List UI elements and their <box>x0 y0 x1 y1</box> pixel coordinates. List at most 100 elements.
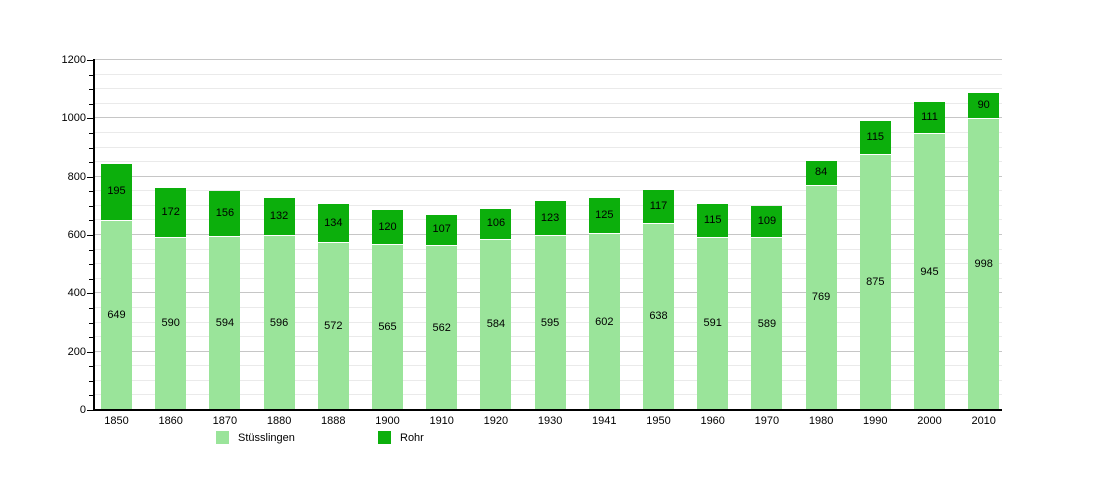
minor-gridline <box>95 88 1002 90</box>
y-axis-label: 1200 <box>61 54 86 66</box>
bar-value-label: 998 <box>974 257 993 270</box>
y-axis-tick <box>89 366 93 368</box>
y-axis-tick <box>89 205 93 207</box>
y-axis-label: 1000 <box>61 112 86 125</box>
y-axis-tick <box>89 89 93 91</box>
y-axis-label: 600 <box>67 229 86 241</box>
minor-gridline <box>95 102 1002 104</box>
bar-segment-rohr: 120 <box>372 210 403 246</box>
bar-segment-stusslingen: 875 <box>859 154 891 410</box>
y-axis-label: 400 <box>67 287 86 300</box>
bar-segment-stusslingen: 769 <box>805 185 837 410</box>
y-axis-tick <box>87 351 93 353</box>
bar-segment-rohr: 134 <box>317 204 349 244</box>
y-axis-tick <box>89 322 93 324</box>
bar-value-label: 769 <box>811 291 831 304</box>
bar-segment-stusslingen: 649 <box>101 220 132 410</box>
plot-area: 649 195 590 172 594 156 596 132 572 134 565 120 562 1… <box>95 59 1002 410</box>
bar-segment-stusslingen: 590 <box>155 237 187 410</box>
x-axis-label: 1850 <box>104 415 129 427</box>
bar-segment-rohr: 90 <box>968 92 1000 119</box>
x-axis-line <box>93 409 1002 411</box>
bar-segment-rohr: 106 <box>480 208 512 240</box>
bar-segment-stusslingen: 589 <box>751 238 783 410</box>
y-axis-tick <box>89 337 93 339</box>
bar-segment-stusslingen: 945 <box>914 134 945 410</box>
x-axis-label: 1870 <box>212 415 238 427</box>
bar-value-label: 109 <box>757 215 777 228</box>
y-axis-tick <box>89 264 93 266</box>
bar-segment-stusslingen: 602 <box>588 234 620 410</box>
bar-segment-rohr: 111 <box>914 102 945 135</box>
bar-value-label: 172 <box>161 205 180 218</box>
y-axis-tick <box>87 176 93 178</box>
bar-value-label: 90 <box>977 98 990 111</box>
bar-value-label: 594 <box>215 316 235 329</box>
minor-gridline <box>95 131 1002 133</box>
y-axis-label: 200 <box>67 345 86 358</box>
y-axis-tick <box>89 307 93 309</box>
x-axis-label: 1910 <box>429 415 454 427</box>
y-axis-tick <box>89 278 93 280</box>
bar-value-label: 602 <box>595 315 614 328</box>
x-axis-label: 1980 <box>808 415 834 427</box>
bar-value-label: 584 <box>486 318 506 331</box>
bar-segment-rohr: 172 <box>155 187 187 238</box>
minor-gridline <box>95 190 1002 192</box>
bar-segment-stusslingen: 596 <box>263 236 295 410</box>
x-axis-label: 2000 <box>917 415 942 427</box>
bar-segment-stusslingen: 595 <box>534 236 566 410</box>
bar-segment-stusslingen: 562 <box>426 246 458 410</box>
bar-segment-rohr: 117 <box>643 189 674 224</box>
minor-gridline <box>95 146 1002 148</box>
x-axis-label: 1888 <box>321 415 346 427</box>
x-axis-label: 1900 <box>375 415 400 427</box>
bar-value-label: 595 <box>540 316 560 329</box>
stusslingen-swatch <box>216 431 229 444</box>
bar-value-label: 107 <box>432 223 451 236</box>
bar-segment-rohr: 156 <box>209 191 241 237</box>
bar-segment-rohr: 123 <box>534 200 566 237</box>
y-axis-tick <box>89 380 93 382</box>
bar-value-label: 195 <box>107 185 126 198</box>
bar-value-label: 596 <box>269 316 289 329</box>
y-axis-tick <box>87 118 93 120</box>
y-axis-label: 0 <box>79 404 86 416</box>
bar-segment-rohr: 107 <box>426 214 458 247</box>
y-axis-tick <box>87 410 93 411</box>
x-axis-label: 1950 <box>646 415 671 427</box>
bar-value-label: 589 <box>757 317 777 330</box>
bar-segment-rohr: 109 <box>751 206 783 239</box>
x-axis-label: 1970 <box>754 415 780 427</box>
bar-value-label: 123 <box>540 211 560 224</box>
bar-segment-rohr: 195 <box>101 163 132 221</box>
bar-value-label: 125 <box>595 209 614 222</box>
x-axis-label: 1941 <box>592 415 617 427</box>
bar-value-label: 649 <box>107 308 126 321</box>
y-axis-tick <box>89 191 93 193</box>
bar-segment-stusslingen: 591 <box>697 237 729 410</box>
minor-gridline <box>95 73 1002 75</box>
bar-value-label: 591 <box>703 317 722 330</box>
bar-segment-stusslingen: 572 <box>317 243 349 410</box>
x-axis-label: 1860 <box>158 415 183 427</box>
legend-label-rohr: Rohr <box>400 431 424 444</box>
bar-segment-rohr: 84 <box>805 161 837 186</box>
major-gridline <box>95 175 1002 177</box>
bar-value-label: 132 <box>269 209 289 222</box>
x-axis-label: 1920 <box>483 415 509 427</box>
y-axis-tick <box>89 395 93 397</box>
rohr-swatch <box>378 431 391 444</box>
major-gridline <box>95 59 1002 60</box>
bar-value-label: 572 <box>324 320 343 333</box>
bar-segment-rohr: 125 <box>588 197 620 235</box>
bar-value-label: 638 <box>649 310 668 323</box>
y-axis-tick <box>87 60 93 61</box>
bar-value-label: 120 <box>378 220 397 233</box>
bar-value-label: 106 <box>486 217 506 230</box>
x-axis-label: 1880 <box>266 415 292 427</box>
minor-gridline <box>95 161 1002 163</box>
bar-value-label: 117 <box>649 199 668 212</box>
bar-segment-stusslingen: 594 <box>209 236 241 410</box>
